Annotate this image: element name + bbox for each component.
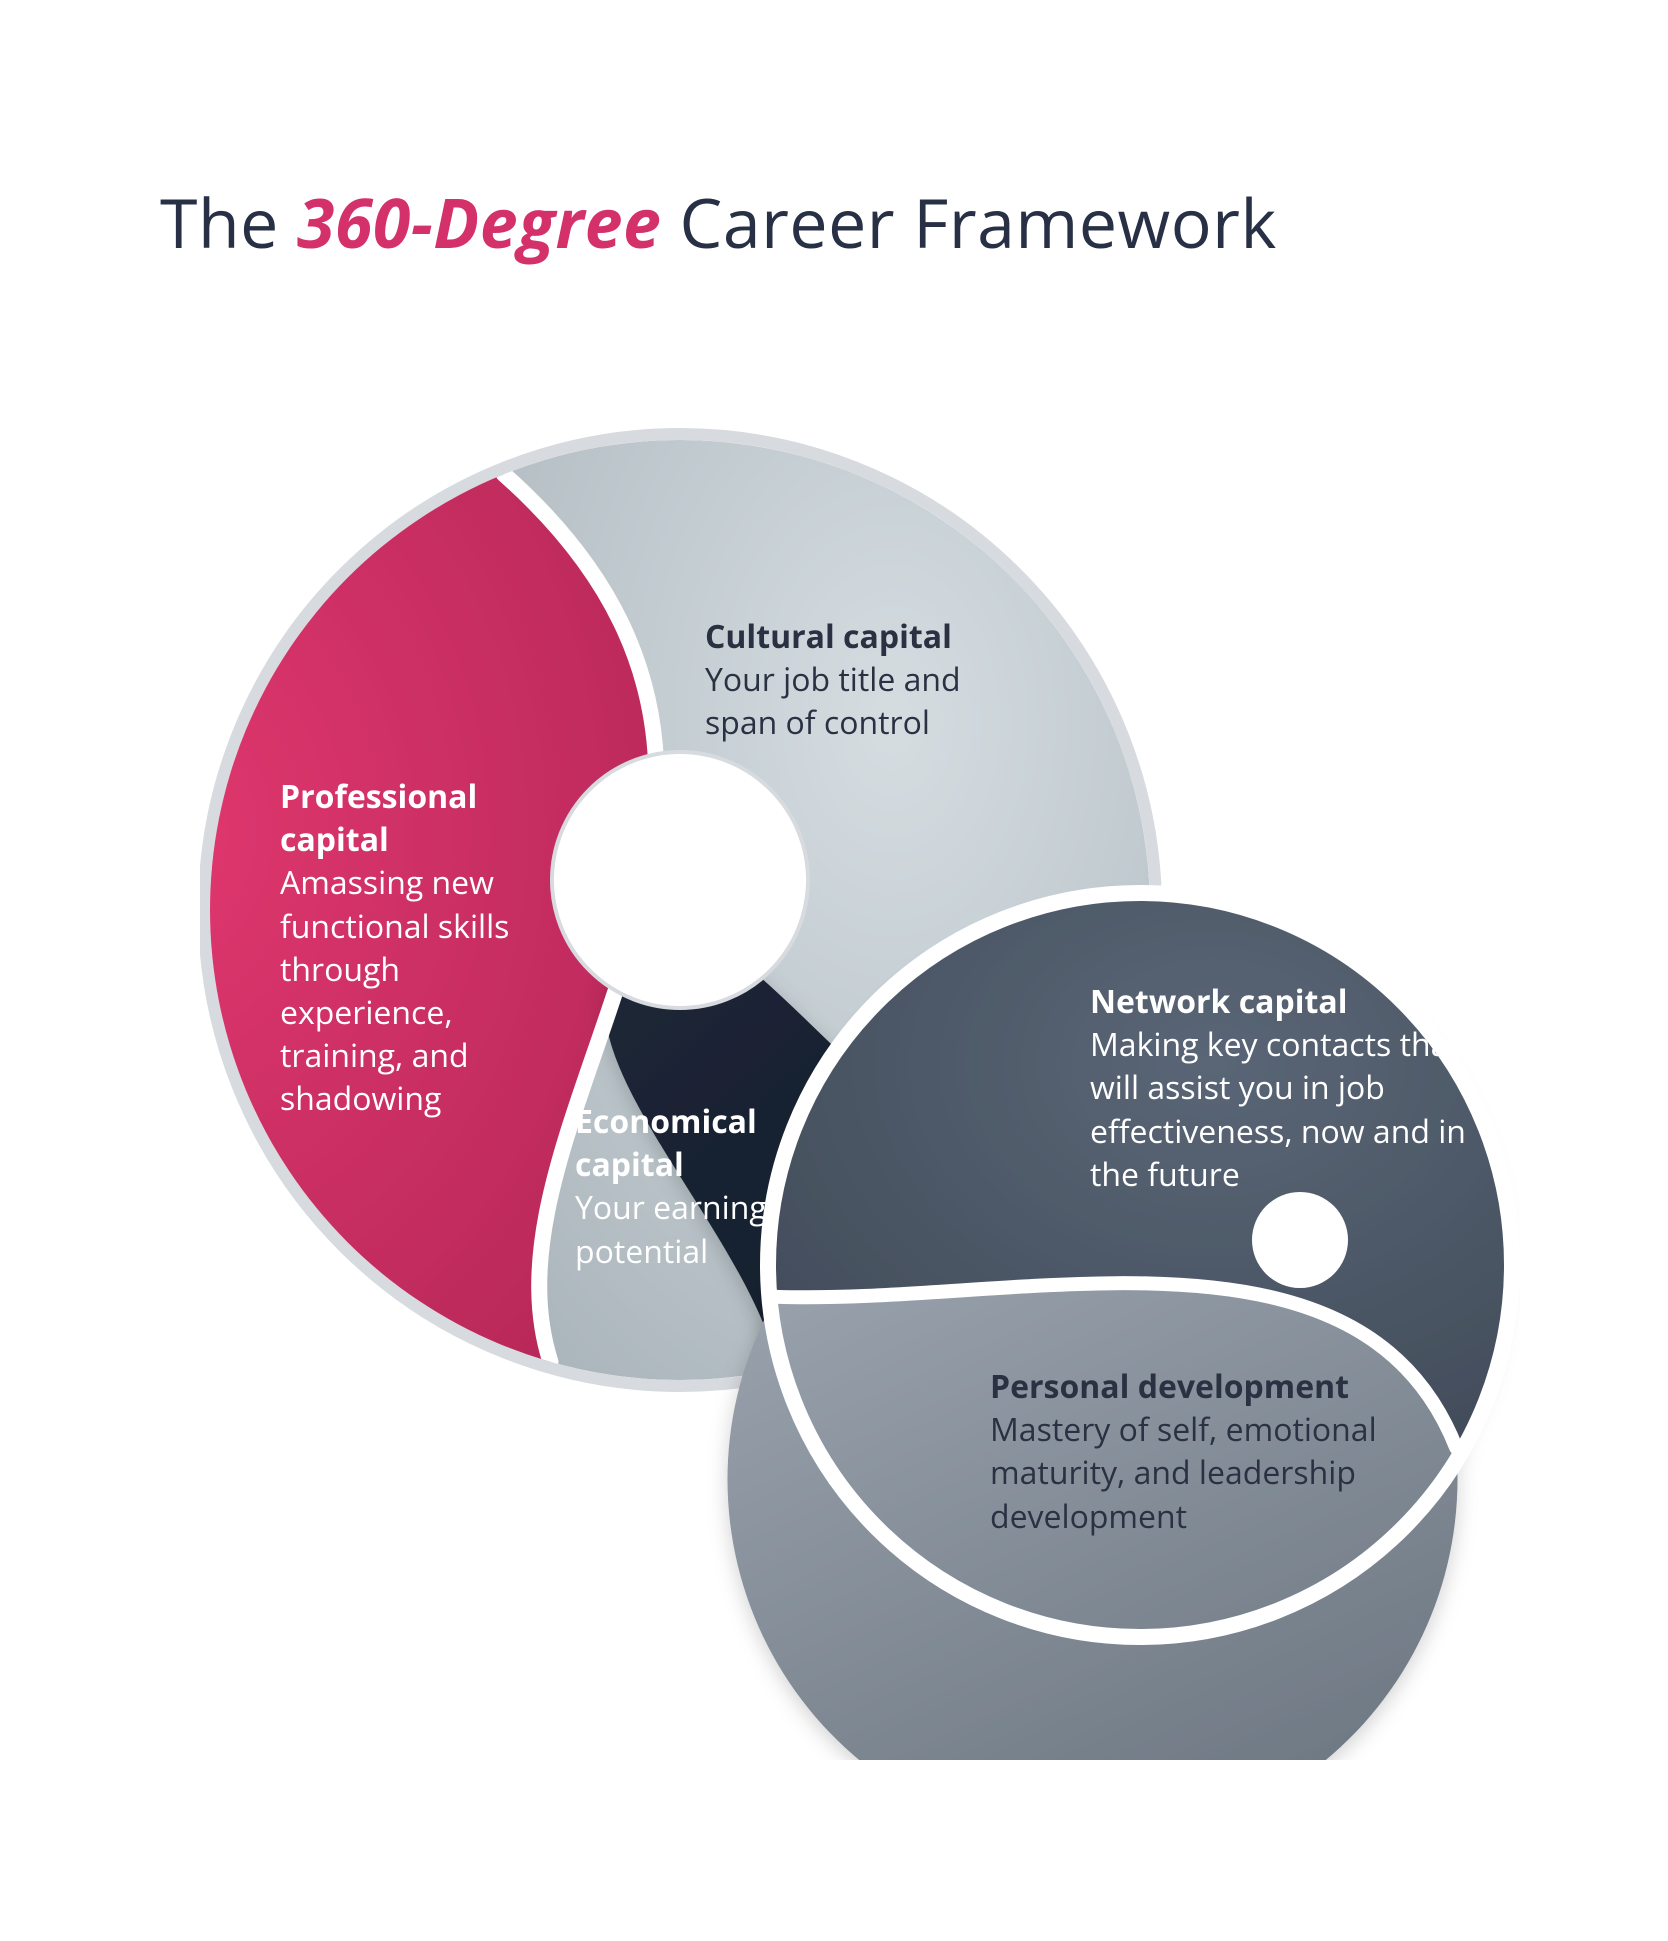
page-title: The 360-Degree Career Framework: [160, 175, 1277, 268]
title-post: Career Framework: [661, 175, 1276, 268]
career-framework-diagram: Professional capital Amassing new functi…: [200, 420, 1520, 1760]
label-professional-desc: Amassing new functional skills through e…: [280, 861, 560, 1120]
title-pre: The: [160, 175, 297, 268]
label-economical-desc: Your earning potential: [575, 1186, 815, 1272]
label-personal: Personal development Mastery of self, em…: [990, 1365, 1410, 1538]
label-personal-desc: Mastery of self, emotional maturity, and…: [990, 1408, 1410, 1538]
label-cultural-title: Cultural capital: [705, 615, 1025, 658]
label-professional: Professional capital Amassing new functi…: [280, 775, 560, 1121]
label-economical: Economical capital Your earning potentia…: [575, 1100, 815, 1273]
label-network-title: Network capital: [1090, 980, 1470, 1023]
circle1-inner-hole: [552, 752, 808, 1008]
page: The 360-Degree Career Framework: [0, 0, 1668, 1941]
label-economical-title: Economical capital: [575, 1100, 815, 1186]
label-network-desc: Making key contacts that will assist you…: [1090, 1023, 1470, 1196]
label-professional-title: Professional capital: [280, 775, 560, 861]
label-cultural-desc: Your job title and span of control: [705, 658, 1025, 744]
title-accent: 360-Degree: [297, 175, 661, 268]
label-cultural: Cultural capital Your job title and span…: [705, 615, 1025, 745]
label-network: Network capital Making key contacts that…: [1090, 980, 1470, 1196]
circle2-inner-hole: [1252, 1192, 1348, 1288]
label-personal-title: Personal development: [990, 1365, 1410, 1408]
